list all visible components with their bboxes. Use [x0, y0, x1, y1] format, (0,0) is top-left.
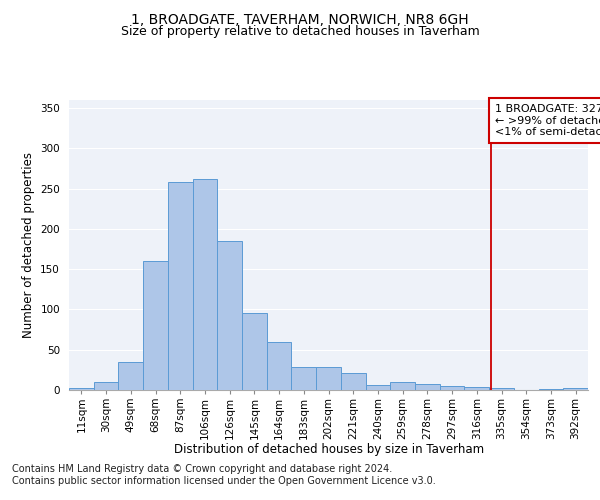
Bar: [390, 382, 415, 390]
Bar: [489, 388, 514, 390]
Bar: [94, 382, 118, 390]
Bar: [168, 182, 193, 390]
Text: Distribution of detached houses by size in Taverham: Distribution of detached houses by size …: [174, 442, 484, 456]
Bar: [69, 388, 94, 390]
Text: 1, BROADGATE, TAVERHAM, NORWICH, NR8 6GH: 1, BROADGATE, TAVERHAM, NORWICH, NR8 6GH: [131, 12, 469, 26]
Bar: [464, 387, 489, 390]
Bar: [143, 261, 168, 390]
Bar: [316, 366, 341, 390]
Bar: [193, 179, 217, 390]
Bar: [292, 366, 316, 390]
Bar: [539, 389, 563, 390]
Bar: [118, 362, 143, 390]
Bar: [217, 241, 242, 390]
Bar: [440, 386, 464, 390]
Bar: [242, 314, 267, 390]
Text: 1 BROADGATE: 327sqm
← >99% of detached houses are smaller (1,140)
<1% of semi-de: 1 BROADGATE: 327sqm ← >99% of detached h…: [495, 104, 600, 137]
Bar: [267, 342, 292, 390]
Text: Size of property relative to detached houses in Taverham: Size of property relative to detached ho…: [121, 25, 479, 38]
Y-axis label: Number of detached properties: Number of detached properties: [22, 152, 35, 338]
Bar: [415, 384, 440, 390]
Bar: [341, 373, 365, 390]
Text: Contains public sector information licensed under the Open Government Licence v3: Contains public sector information licen…: [12, 476, 436, 486]
Bar: [563, 388, 588, 390]
Text: Contains HM Land Registry data © Crown copyright and database right 2024.: Contains HM Land Registry data © Crown c…: [12, 464, 392, 474]
Bar: [365, 385, 390, 390]
